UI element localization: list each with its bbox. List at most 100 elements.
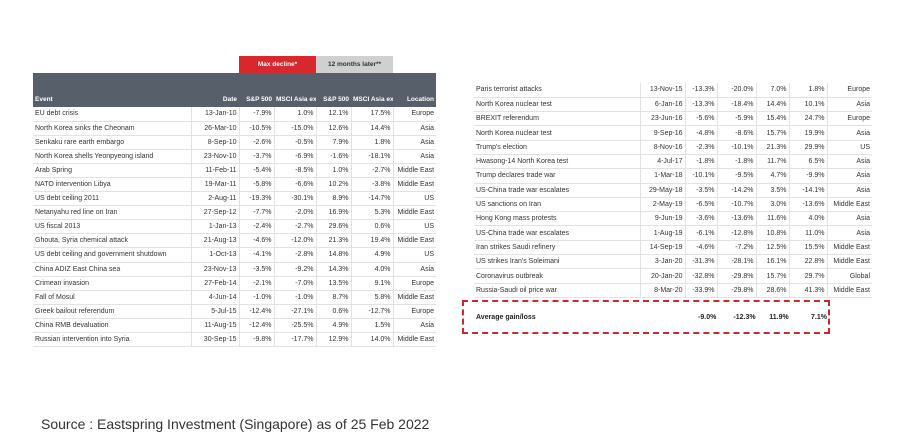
table-row: US debt ceiling 2011 2-Aug-11 -19.3% -30.1%… <box>33 191 437 207</box>
average-msci-later: 7.1% <box>811 314 827 321</box>
date-cell: 1-Mar-18 <box>639 168 685 184</box>
msci-decline-cell: -6.6% <box>273 177 317 193</box>
sp500-decline-cell: -4.1% <box>238 247 274 263</box>
table-row: Russian intervention into Syria 30-Sep-15… <box>33 332 437 348</box>
sp500-decline-cell: -3.6% <box>684 211 717 227</box>
sp500-later-cell: 16.1% <box>755 254 789 270</box>
date-cell: 13-Nov-15 <box>639 83 685 98</box>
sp500-later-cell: 29.6% <box>315 219 352 235</box>
date-cell: 27-Feb-14 <box>190 276 239 291</box>
sp500-later-cell: 11.7% <box>755 154 789 170</box>
sp500-later-cell: 4.7% <box>755 168 789 184</box>
location-cell: Middle East <box>392 332 437 348</box>
msci-decline-cell: -0.5% <box>273 135 317 150</box>
sp500-later-cell: 10.2% <box>315 177 352 193</box>
date-cell: 11-Feb-11 <box>190 163 239 178</box>
sp500-decline-cell: -2.3% <box>684 140 717 155</box>
months-later-label: 12 months later** <box>316 56 394 73</box>
msci-decline-cell: -12.8% <box>716 225 756 241</box>
msci-decline-cell: -30.1% <box>273 191 317 207</box>
location-cell: US <box>392 247 437 263</box>
sp500-later-cell: 15.7% <box>755 268 789 284</box>
location-cell: Asia <box>826 125 872 141</box>
location-cell: Europe <box>392 304 437 319</box>
event-cell: North Korea shells Yeonpyeong island <box>33 149 191 164</box>
average-label: Average gain/loss <box>476 314 536 321</box>
event-cell: Iran strikes Saudi refinery <box>474 240 640 256</box>
event-cell: Trump's election <box>474 140 640 155</box>
sp500-later-cell: 12.1% <box>315 107 352 122</box>
event-cell: China RMB devaluation <box>33 318 191 334</box>
msci-later-cell: -3.8% <box>350 177 394 193</box>
table-row: Hwasong-14 North Korea test 4-Jul-17 -1.8%… <box>474 154 872 170</box>
table-row: China ADIZ East China sea 23-Nov-13 -3.5% -… <box>33 262 437 277</box>
sp500-decline-cell: -10.5% <box>238 121 274 136</box>
location-cell: Europe <box>826 83 872 98</box>
sp500-later-cell: 12.6% <box>315 121 352 136</box>
average-sp500-later: 11.9% <box>769 314 789 321</box>
date-cell: 9-Jun-19 <box>639 211 685 227</box>
sp500-decline-cell: -4.8% <box>684 125 717 141</box>
date-cell: 13-Jan-10 <box>190 107 239 122</box>
location-cell: Asia <box>392 318 437 334</box>
event-cell: Greek bailout referendum <box>33 304 191 319</box>
msci-decline-cell: -9.5% <box>716 168 756 184</box>
event-cell: Fall of Mosul <box>33 290 191 305</box>
sp500-decline-cell: -5.8% <box>238 177 274 193</box>
sp500-later-cell: 11.6% <box>755 211 789 227</box>
event-cell: NATO intervention Libya <box>33 177 191 193</box>
sp500-decline-cell: -3.5% <box>238 262 274 277</box>
table-row: US sanctions on Iran 2-May-19 -6.5% -10.7% 3… <box>474 197 872 213</box>
sp500-later-cell: 7.0% <box>755 83 789 98</box>
date-cell: 23-Nov-13 <box>190 262 239 277</box>
table-row: Arab Spring 11-Feb-11 -5.4% -8.5% 1.0% -2.7% M… <box>33 163 437 178</box>
msci-later-cell: 4.0% <box>788 211 827 227</box>
sp500-decline-cell: -13.3% <box>684 83 717 98</box>
event-cell: Netanyahu red line on Iran <box>33 205 191 221</box>
sp500-later-cell: 21.3% <box>755 140 789 155</box>
sp500-later-cell: 8.7% <box>315 290 352 305</box>
sp500-later-cell: 16.9% <box>315 205 352 221</box>
date-cell: 4-Jul-17 <box>639 154 685 170</box>
sp500-later-cell: 21.3% <box>315 233 352 249</box>
table-row: North Korea sinks the Cheonam 26-Mar-10 -1… <box>33 121 437 136</box>
msci-later-cell: 15.5% <box>788 240 827 256</box>
msci-decline-cell: -27.1% <box>273 304 317 319</box>
location-header: Location <box>393 73 437 107</box>
table-row: Netanyahu red line on Iran 27-Sep-12 -7.7%… <box>33 205 437 221</box>
msci-later-cell: -12.7% <box>350 304 394 319</box>
msci-later-cell: 6.5% <box>788 154 827 170</box>
event-cell: Hwasong-14 North Korea test <box>474 154 640 170</box>
average-sp500-decline: -9.0% <box>698 314 717 321</box>
msci-decline-cell: -15.0% <box>273 121 317 136</box>
table-row: US-China trade war escalates 29-May-18 -3.… <box>474 183 872 198</box>
table-row: US-China trade war escalates 1-Aug-19 -6.1… <box>474 225 872 241</box>
date-cell: 11-Aug-15 <box>190 318 239 334</box>
sp500-decline-cell: -2.6% <box>238 135 274 150</box>
sp500-later-cell: 10.8% <box>755 225 789 241</box>
event-cell: Ghouta, Syria chemical attack <box>33 233 191 249</box>
date-cell: 5-Jul-15 <box>190 304 239 319</box>
date-cell: 29-May-18 <box>639 183 685 198</box>
msci-decline-cell: -13.6% <box>716 211 756 227</box>
sp500-decline-cell: -33.9% <box>684 283 717 298</box>
location-cell: Middle East <box>392 290 437 305</box>
location-cell: Asia <box>826 211 872 227</box>
event-cell: US fiscal 2013 <box>33 219 191 235</box>
msci-later-cell: 4.0% <box>350 262 394 277</box>
msci-later-cell: 1.8% <box>350 135 394 150</box>
date-cell: 14-Sep-19 <box>639 240 685 256</box>
table-row: Hong Kong mass protests 9-Jun-19 -3.6% -13.… <box>474 211 872 227</box>
msci-decline-header: MSCI Asia ex Japan <box>274 73 317 107</box>
location-cell: Asia <box>826 183 872 198</box>
table-row: Russia-Saudi oil price war 8-Mar-20 -33.9%… <box>474 283 872 298</box>
date-cell: 27-Sep-12 <box>190 205 239 221</box>
msci-decline-cell: -1.0% <box>273 290 317 305</box>
msci-decline-cell: -25.5% <box>273 318 317 334</box>
location-cell: Middle East <box>826 240 872 256</box>
msci-decline-cell: -1.8% <box>716 154 756 170</box>
event-cell: North Korea nuclear test <box>474 97 640 113</box>
table-row: Trump's election 8-Nov-16 -2.3% -10.1% 21.3%… <box>474 140 872 155</box>
sp500-decline-header: S&P 500 <box>239 73 274 107</box>
table-row: Coronavirus outbreak 20-Jan-20 -32.8% -29.8… <box>474 268 872 284</box>
